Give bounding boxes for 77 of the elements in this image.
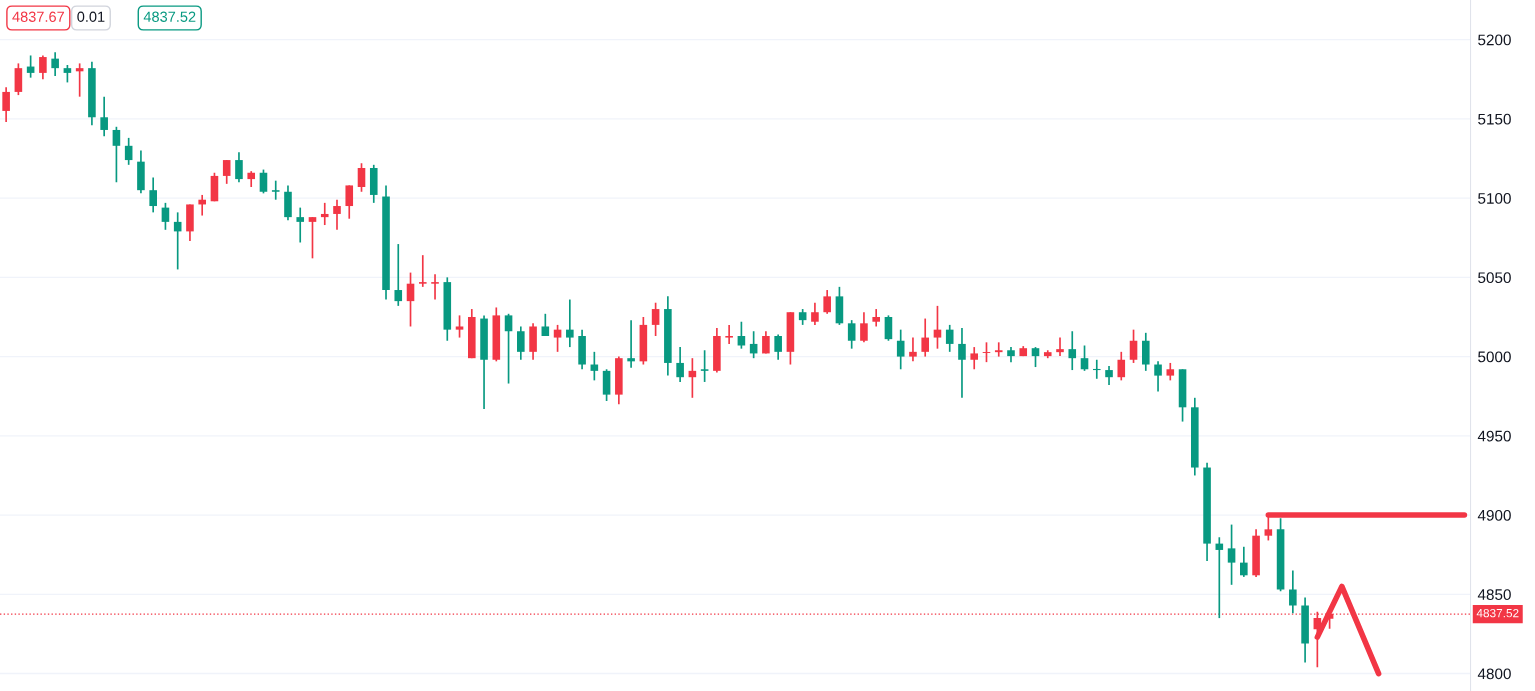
candlestick [345, 184, 354, 220]
candlestick [737, 320, 746, 350]
y-tick-label: 5100 [1478, 192, 1511, 204]
candlestick [774, 333, 782, 361]
candlestick [357, 162, 366, 193]
candlestick [1240, 545, 1248, 578]
candlestick [1154, 360, 1162, 393]
candlestick [100, 95, 108, 138]
candlestick [1056, 336, 1064, 357]
y-tick-label: 4850 [1477, 589, 1511, 601]
candlestick [553, 324, 562, 353]
candlestick [333, 198, 341, 231]
candlestick [847, 319, 856, 350]
candlestick [39, 54, 47, 81]
y-tick-label: 5050 [1478, 272, 1511, 284]
candlestick [1117, 351, 1126, 382]
candlestick [1092, 358, 1101, 380]
candlestick [271, 179, 280, 201]
candlestick [51, 51, 59, 77]
candlestick [1031, 346, 1040, 368]
candlestick [1227, 523, 1236, 586]
annotation: 4837.52 [143, 11, 196, 22]
candlestick [958, 327, 966, 399]
candlestick [896, 328, 905, 371]
candlestick [1080, 344, 1089, 372]
y-tick-label: 4950 [1477, 430, 1511, 442]
candlestick [602, 368, 611, 402]
y-tick-label: 4800 [1477, 668, 1511, 680]
candlestick [982, 341, 991, 363]
candlestick [1105, 365, 1113, 386]
candlestick [406, 271, 415, 328]
candlestick [455, 314, 464, 339]
candlestick [921, 317, 930, 358]
candlestick [124, 137, 133, 166]
candlestick [222, 159, 231, 185]
candlestick [1068, 330, 1077, 371]
candlestick [1141, 331, 1150, 372]
candlestick [994, 341, 1003, 358]
candlestick [149, 176, 157, 214]
candlestick [235, 151, 243, 184]
candlestick [909, 336, 917, 363]
annotation: 4837.67 [12, 11, 64, 22]
candlestick [308, 216, 317, 260]
annotation: 0.01 [77, 11, 105, 22]
candlestick [811, 301, 819, 326]
candlestick [945, 324, 954, 353]
ref-line-label: 4837.52 [1476, 608, 1519, 618]
candlestick [725, 324, 733, 345]
candlestick [566, 298, 574, 348]
candlestick [541, 312, 550, 337]
candlestick [161, 202, 170, 231]
candlestick [14, 62, 23, 96]
candlestick [394, 243, 403, 307]
candlestick [970, 346, 979, 371]
candlestick [504, 312, 513, 385]
candlestick [823, 289, 831, 315]
candlestick [517, 325, 525, 361]
candlestick [860, 311, 868, 344]
candlestick [259, 168, 268, 195]
candlestick [2, 86, 10, 123]
y-tick-label: 5200 [1478, 34, 1511, 46]
candlestick [296, 206, 305, 244]
candlestick [627, 319, 635, 369]
candlestick [431, 273, 439, 301]
y-tick-label: 4900 [1477, 509, 1511, 521]
candlestick [933, 305, 942, 350]
y-tick-label: 5150 [1478, 113, 1511, 125]
candlestick [418, 254, 427, 288]
candlestick [1289, 569, 1297, 615]
candlestick [700, 349, 709, 383]
y-tick-label: 5000 [1478, 351, 1511, 363]
candlestick [676, 346, 684, 383]
candlestick [651, 301, 660, 337]
candlestick [884, 314, 893, 342]
candlestick [112, 125, 121, 184]
candlestick [320, 202, 329, 226]
candlestick [1129, 328, 1138, 364]
